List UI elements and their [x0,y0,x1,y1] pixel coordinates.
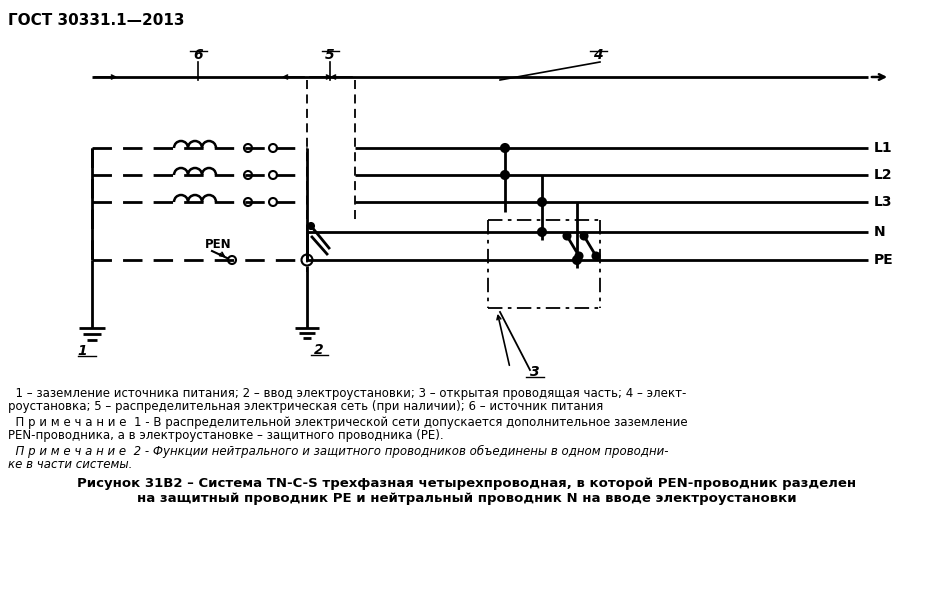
Text: ке в части системы.: ке в части системы. [8,458,132,471]
Text: L2: L2 [874,168,893,182]
Text: L1: L1 [874,141,893,155]
Circle shape [592,253,600,259]
Circle shape [538,228,546,236]
Text: PE: PE [874,253,894,267]
Text: 2: 2 [314,343,324,357]
Text: L3: L3 [874,195,893,209]
Text: роустановка; 5 – распределительная электрическая сеть (при наличии); 6 – источни: роустановка; 5 – распределительная элект… [8,400,604,413]
Circle shape [538,198,546,206]
Circle shape [573,256,581,264]
Text: PEN-проводника, а в электроустановке – защитного проводника (PE).: PEN-проводника, а в электроустановке – з… [8,429,443,442]
Circle shape [580,232,588,240]
Text: 6: 6 [193,48,202,62]
Text: П р и м е ч а н и е  1 - В распределительной электрической сети допускается допо: П р и м е ч а н и е 1 - В распределитель… [8,416,688,429]
Text: 1: 1 [77,344,87,358]
Text: на защитный проводник PE и нейтральный проводник N на вводе электроустановки: на защитный проводник PE и нейтральный п… [137,492,796,505]
Text: 3: 3 [530,365,540,379]
Text: ГОСТ 30331.1—2013: ГОСТ 30331.1—2013 [8,13,185,28]
Circle shape [576,253,582,259]
Text: 5: 5 [326,48,335,62]
Text: П р и м е ч а н и е  2 - Функции нейтрального и защитного проводников объединены: П р и м е ч а н и е 2 - Функции нейтраль… [8,445,669,458]
Text: 1 – заземление источника питания; 2 – ввод электроустановки; 3 – открытая провод: 1 – заземление источника питания; 2 – вв… [8,387,687,400]
Text: 4: 4 [593,48,603,62]
Text: Рисунок 31В2 – Система TN-C-S трехфазная четырехпроводная, в которой PEN-проводн: Рисунок 31В2 – Система TN-C-S трехфазная… [77,477,856,490]
Text: PEN: PEN [205,238,231,251]
Circle shape [501,144,509,152]
Circle shape [564,232,570,240]
Circle shape [308,223,314,229]
Text: N: N [874,225,885,239]
Circle shape [501,171,509,179]
